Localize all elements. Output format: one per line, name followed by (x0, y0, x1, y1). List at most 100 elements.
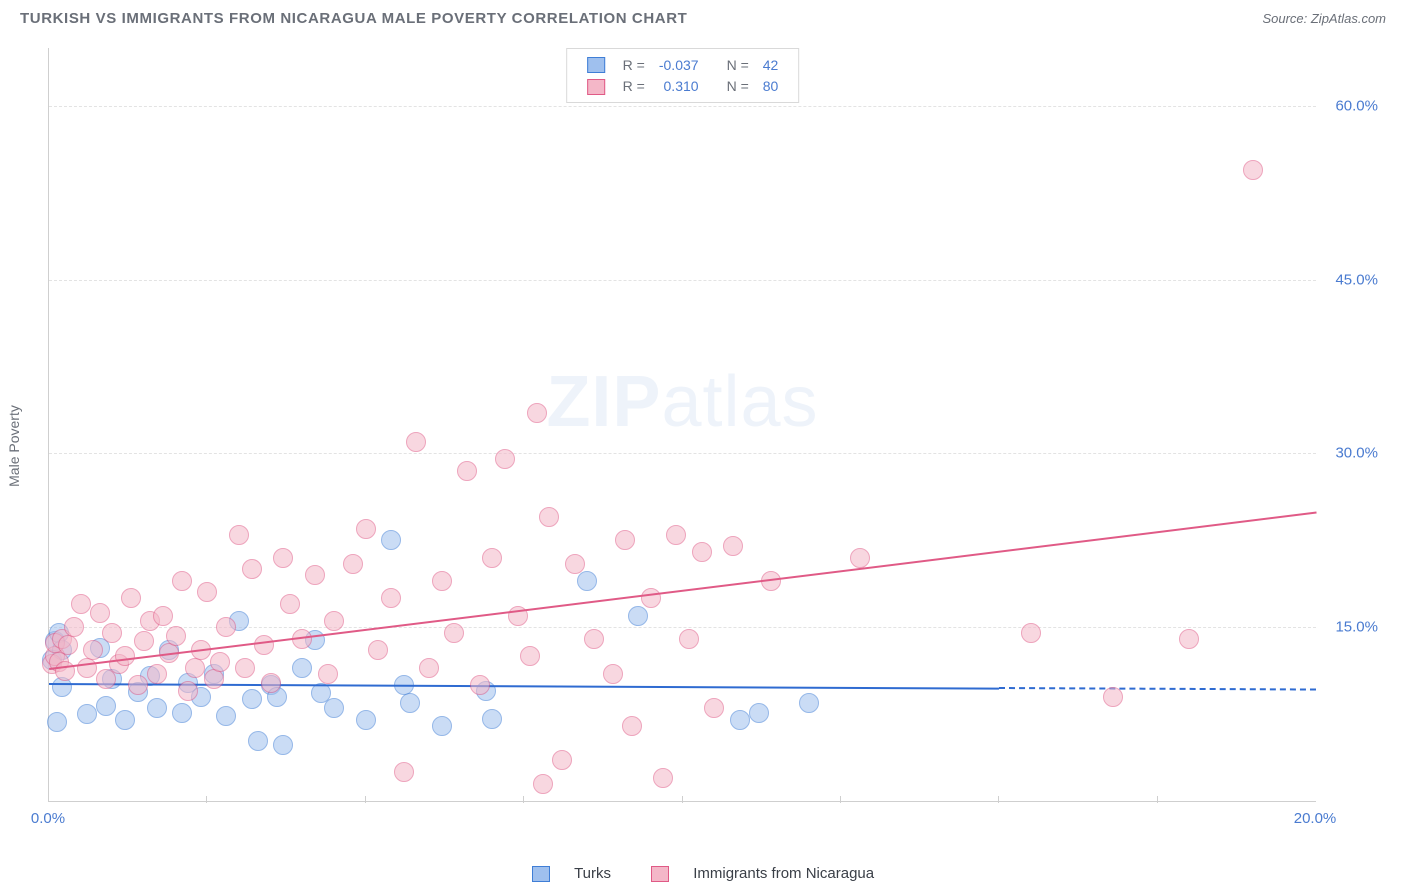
data-point (178, 681, 198, 701)
y-tick-label: 30.0% (1335, 445, 1378, 462)
x-tick (206, 796, 207, 803)
data-point (121, 588, 141, 608)
data-point (1021, 623, 1041, 643)
y-axis-label: Male Poverty (6, 405, 22, 487)
data-point (381, 530, 401, 550)
data-point (615, 530, 635, 550)
data-point (432, 571, 452, 591)
y-tick-label: 60.0% (1335, 97, 1378, 114)
data-point (280, 594, 300, 614)
data-point (261, 673, 281, 693)
data-point (242, 689, 262, 709)
data-point (679, 629, 699, 649)
data-point (552, 750, 572, 770)
data-point (71, 594, 91, 614)
data-point (457, 461, 477, 481)
data-point (343, 554, 363, 574)
legend-item: Turks (522, 865, 621, 882)
legend-bottom: Turks Immigrants from Nicaragua (0, 865, 1406, 882)
grid-line (49, 453, 1316, 454)
data-point (565, 554, 585, 574)
data-point (216, 706, 236, 726)
x-tick-label: 20.0% (1294, 810, 1337, 827)
data-point (406, 432, 426, 452)
data-point (1179, 629, 1199, 649)
plot-area: ZIPatlas R =-0.037N =42R =0.310N =80 15.… (48, 48, 1316, 802)
data-point (210, 652, 230, 672)
data-point (1243, 160, 1263, 180)
legend-swatch (587, 57, 605, 73)
data-point (292, 658, 312, 678)
data-point (147, 698, 167, 718)
data-point (47, 712, 67, 732)
data-point (229, 525, 249, 545)
legend-swatch (532, 866, 550, 882)
x-tick (1157, 796, 1158, 803)
data-point (185, 658, 205, 678)
data-point (730, 710, 750, 730)
watermark-zip: ZIP (546, 362, 661, 442)
data-point (704, 698, 724, 718)
x-tick (840, 796, 841, 803)
data-point (723, 536, 743, 556)
data-point (147, 664, 167, 684)
y-tick-label: 45.0% (1335, 271, 1378, 288)
data-point (324, 698, 344, 718)
grid-line (49, 106, 1316, 107)
data-point (115, 646, 135, 666)
r-value: 0.310 (653, 76, 705, 95)
legend-stats: R =-0.037N =42R =0.310N =80 (566, 48, 800, 103)
legend-stat-row: R =0.310N =80 (581, 76, 785, 95)
data-point (482, 709, 502, 729)
data-point (444, 623, 464, 643)
data-point (134, 631, 154, 651)
title-bar: TURKISH VS IMMIGRANTS FROM NICARAGUA MAL… (0, 0, 1406, 33)
n-value: 42 (757, 55, 785, 74)
r-label: R = (617, 76, 651, 95)
data-point (172, 703, 192, 723)
data-point (318, 664, 338, 684)
data-point (666, 525, 686, 545)
x-tick (365, 796, 366, 803)
data-point (368, 640, 388, 660)
data-point (324, 611, 344, 631)
data-point (273, 735, 293, 755)
data-point (273, 548, 293, 568)
n-value: 80 (757, 76, 785, 95)
x-tick-label: 0.0% (31, 810, 65, 827)
data-point (533, 774, 553, 794)
legend-swatch (651, 866, 669, 882)
data-point (166, 626, 186, 646)
data-point (77, 658, 97, 678)
data-point (83, 640, 103, 660)
data-point (400, 693, 420, 713)
data-point (248, 731, 268, 751)
legend-item: Immigrants from Nicaragua (641, 865, 884, 882)
watermark-atlas: atlas (661, 362, 818, 442)
data-point (216, 617, 236, 637)
data-point (381, 588, 401, 608)
trend-line (999, 687, 1316, 691)
data-point (254, 635, 274, 655)
data-point (172, 571, 192, 591)
data-point (520, 646, 540, 666)
data-point (1103, 687, 1123, 707)
data-point (628, 606, 648, 626)
data-point (204, 669, 224, 689)
watermark: ZIPatlas (546, 361, 818, 443)
data-point (850, 548, 870, 568)
legend-swatch (587, 79, 605, 95)
data-point (64, 617, 84, 637)
data-point (495, 449, 515, 469)
data-point (197, 582, 217, 602)
chart-title: TURKISH VS IMMIGRANTS FROM NICARAGUA MAL… (20, 10, 687, 27)
data-point (356, 710, 376, 730)
data-point (77, 704, 97, 724)
plot-wrap: ZIPatlas R =-0.037N =42R =0.310N =80 15.… (48, 48, 1386, 832)
grid-line (49, 280, 1316, 281)
data-point (692, 542, 712, 562)
data-point (394, 762, 414, 782)
data-point (305, 565, 325, 585)
data-point (242, 559, 262, 579)
data-point (749, 703, 769, 723)
